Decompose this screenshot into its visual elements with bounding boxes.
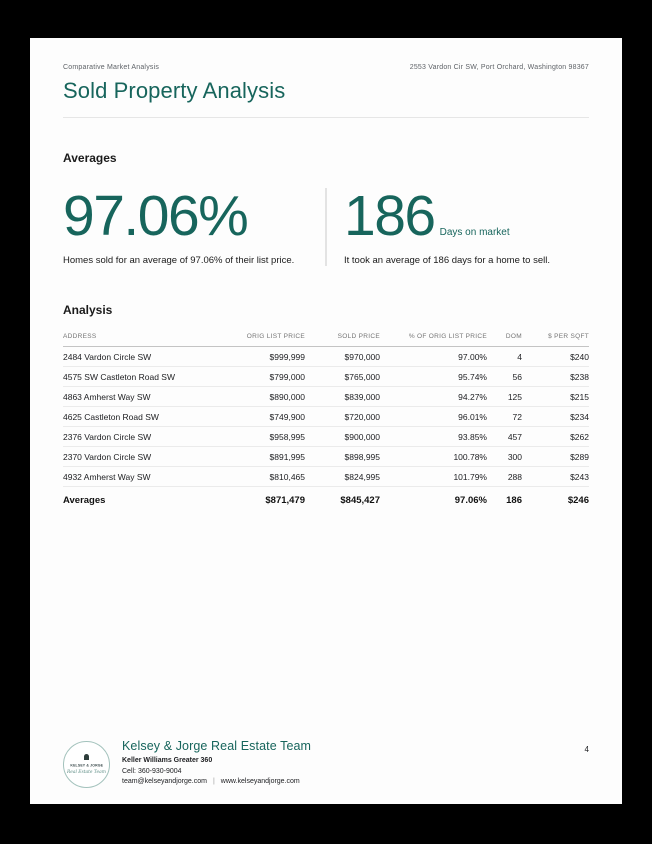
stats-vertical-divider bbox=[325, 188, 327, 266]
cell-value: $824,995 bbox=[305, 466, 380, 487]
column-header: $ PER SQFT bbox=[522, 327, 589, 347]
stat-value-percent: 97.06% bbox=[63, 184, 249, 248]
cell-value: $289 bbox=[522, 446, 589, 467]
title-divider bbox=[63, 117, 589, 118]
cell-value: 97.00% bbox=[380, 346, 487, 367]
brokerage-name: Keller Williams Greater 360 bbox=[122, 757, 213, 764]
table-row: 2484 Vardon Circle SW $999,999 $970,000 97.… bbox=[63, 346, 589, 367]
cell-value: $262 bbox=[522, 426, 589, 447]
cell-value: 56 bbox=[487, 366, 522, 387]
cell-value: $765,000 bbox=[305, 366, 380, 387]
cell-address: 4625 Castleton Road SW bbox=[63, 406, 225, 427]
cell-value: 100.78% bbox=[380, 446, 487, 467]
cell-value: $970,000 bbox=[305, 346, 380, 367]
cell-value: $845,427 bbox=[305, 486, 380, 513]
cell-phone: Cell: 360-930-9004 bbox=[122, 767, 182, 775]
analysis-table: ADDRESS ORIG LIST PRICE SOLD PRICE% OF ORI… bbox=[63, 327, 589, 513]
table-row: 4575 SW Castleton Road SW $799,000 $765,00… bbox=[63, 366, 589, 387]
cell-value: 4 bbox=[487, 346, 522, 367]
cell-value: $871,479 bbox=[225, 486, 305, 513]
cell-value: $890,000 bbox=[225, 386, 305, 407]
cell-value: $749,900 bbox=[225, 406, 305, 427]
report-page: Comparative Market Analysis 2553 Vardon … bbox=[30, 38, 622, 804]
cell-value: 288 bbox=[487, 466, 522, 487]
website-link: www.kelseyandjorge.com bbox=[220, 778, 300, 785]
cell-address: 4932 Amherst Way SW bbox=[63, 466, 225, 487]
team-logo: KELSEY & JORGE Real Estate Team bbox=[63, 741, 110, 788]
averages-stats: 97.06% Homes sold for an average of 97.0… bbox=[63, 188, 589, 266]
cell-value: 95.74% bbox=[380, 366, 487, 387]
cell-value: 96.01% bbox=[380, 406, 487, 427]
table-row: 2370 Vardon Circle SW $891,995 $898,995 100… bbox=[63, 446, 589, 467]
cell-value: 125 bbox=[487, 386, 522, 407]
cell-value: 186 bbox=[487, 486, 522, 513]
stat-caption-percent: Homes sold for an average of 97.06% of t… bbox=[63, 255, 295, 266]
cell-value: $999,999 bbox=[225, 346, 305, 367]
cell-value: 72 bbox=[487, 406, 522, 427]
cell-value: 300 bbox=[487, 446, 522, 467]
analysis-section: Analysis ADDRESS ORIG LIST PRICE SOLD PRIC… bbox=[63, 303, 589, 513]
table-row: 4932 Amherst Way SW $810,465 $824,995 101.7… bbox=[63, 466, 589, 487]
logo-name-text: KELSEY & JORGE bbox=[70, 763, 103, 767]
analysis-heading: Analysis bbox=[63, 303, 113, 317]
cell-address: 4863 Amherst Way SW bbox=[63, 386, 225, 407]
stat-label-dom: Days on market bbox=[439, 227, 510, 238]
cell-value: $720,000 bbox=[305, 406, 380, 427]
stat-days-on-market: 186 Days on market It took an average of… bbox=[327, 184, 589, 267]
cell-value: $799,000 bbox=[225, 366, 305, 387]
cell-address: 4575 SW Castleton Road SW bbox=[63, 366, 225, 387]
cell-value: $246 bbox=[522, 486, 589, 513]
cell-value: 101.79% bbox=[380, 466, 487, 487]
contact-separator: | bbox=[212, 778, 215, 785]
cell-value: $238 bbox=[522, 366, 589, 387]
column-header: DOM bbox=[487, 327, 522, 347]
cell-value: $810,465 bbox=[225, 466, 305, 487]
subject-address: 2553 Vardon Cir SW, Port Orchard, Washin… bbox=[409, 64, 589, 71]
column-header: % OF ORIG LIST PRICE bbox=[380, 327, 487, 347]
stat-list-price-ratio: 97.06% Homes sold for an average of 97.0… bbox=[63, 184, 325, 267]
stat-caption-dom: It took an average of 186 days for a hom… bbox=[344, 255, 550, 266]
column-header: SOLD PRICE bbox=[305, 327, 380, 347]
table-row: 2376 Vardon Circle SW $958,995 $900,000 93.… bbox=[63, 426, 589, 447]
document-meta: Comparative Market Analysis 2553 Vardon … bbox=[63, 64, 589, 71]
stat-value-dom: 186 bbox=[344, 184, 436, 248]
logo-script-text: Real Estate Team bbox=[67, 768, 106, 774]
cell-address: 2484 Vardon Circle SW bbox=[63, 346, 225, 367]
cell-value: $898,995 bbox=[305, 446, 380, 467]
cell-value: $243 bbox=[522, 466, 589, 487]
contact-links: team@kelseyandjorge.com | www.kelseyandjor… bbox=[122, 778, 311, 785]
cell-value: $240 bbox=[522, 346, 589, 367]
averages-heading: Averages bbox=[63, 151, 117, 165]
door-icon bbox=[84, 753, 89, 760]
email-link: team@kelseyandjorge.com bbox=[122, 778, 207, 785]
cell-value: 457 bbox=[487, 426, 522, 447]
column-header: ADDRESS bbox=[63, 327, 225, 347]
footer: KELSEY & JORGE Real Estate Team Kelsey &… bbox=[63, 739, 589, 788]
cell-value: $891,995 bbox=[225, 446, 305, 467]
page-title: Sold Property Analysis bbox=[63, 78, 286, 103]
averages-section: Averages 97.06% Homes sold for an averag… bbox=[63, 151, 589, 266]
column-header: ORIG LIST PRICE bbox=[225, 327, 305, 347]
averages-row: Averages $871,479 $845,427 97.06% 186 $246 bbox=[63, 486, 589, 513]
cell-value: 97.06% bbox=[380, 486, 487, 513]
cell-address: 2370 Vardon Circle SW bbox=[63, 446, 225, 467]
cell-value: $958,995 bbox=[225, 426, 305, 447]
cell-value: $839,000 bbox=[305, 386, 380, 407]
cell-value: 94.27% bbox=[380, 386, 487, 407]
analysis-table-body: 2484 Vardon Circle SW $999,999 $970,000 97.… bbox=[63, 346, 589, 513]
cell-value: $900,000 bbox=[305, 426, 380, 447]
cell-address: 2376 Vardon Circle SW bbox=[63, 426, 225, 447]
document-type-label: Comparative Market Analysis bbox=[63, 64, 160, 71]
cell-address: Averages bbox=[63, 486, 225, 513]
table-row: 4863 Amherst Way SW $890,000 $839,000 94.27… bbox=[63, 386, 589, 407]
team-name: Kelsey & Jorge Real Estate Team bbox=[122, 739, 312, 753]
cell-value: $234 bbox=[522, 406, 589, 427]
table-row: 4625 Castleton Road SW $749,900 $720,000 96… bbox=[63, 406, 589, 427]
page-number: 4 bbox=[584, 745, 589, 754]
cell-value: 93.85% bbox=[380, 426, 487, 447]
table-header-row: ADDRESS ORIG LIST PRICE SOLD PRICE% OF ORI… bbox=[63, 327, 589, 347]
cell-value: $215 bbox=[522, 386, 589, 407]
